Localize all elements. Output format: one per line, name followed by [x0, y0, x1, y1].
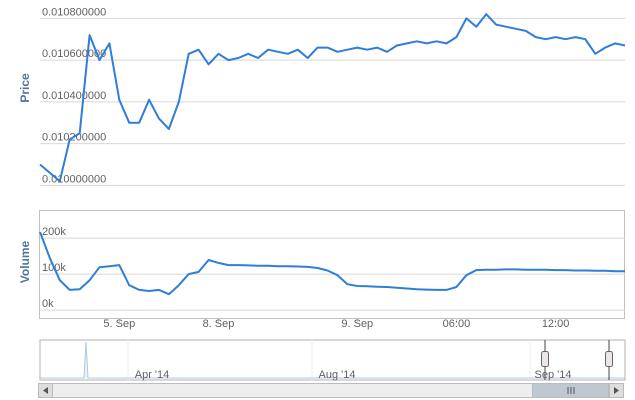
- x-tick-label: 9. Sep: [341, 318, 373, 330]
- navigator-series: [40, 341, 625, 379]
- y-tick-label: 200k: [42, 226, 66, 238]
- navigator-handle[interactable]: [541, 351, 549, 367]
- price-line: [39, 231, 625, 296]
- navigator-label: Aug '14: [319, 369, 356, 381]
- y-tick-label: 0k: [42, 298, 54, 310]
- price-line: [39, 13, 626, 183]
- navigator-label: Sep '14: [535, 369, 572, 381]
- y-tick-label: 0.010800000: [42, 6, 106, 18]
- scroll-right-arrow: [614, 387, 619, 394]
- x-tick-label: 8. Sep: [203, 318, 235, 330]
- volume-frame: [39, 210, 625, 319]
- price-axis-title: Price: [18, 73, 32, 103]
- scrollbar-grip: [567, 387, 575, 394]
- volume-axis-title: Volume: [18, 240, 32, 283]
- y-tick-label: 0.010000000: [42, 173, 106, 185]
- x-tick-label: 12:00: [542, 318, 570, 330]
- x-tick-label: 5. Sep: [103, 318, 135, 330]
- navigator-mask: [40, 340, 545, 380]
- navigator-handle[interactable]: [605, 351, 613, 367]
- y-tick-label: 0.010400000: [42, 90, 106, 102]
- scroll-left-arrow: [43, 387, 48, 394]
- navigator-label: Apr '14: [135, 369, 170, 381]
- y-tick-label: 0.010600000: [42, 48, 106, 60]
- x-tick-label: 06:00: [443, 318, 471, 330]
- navigator[interactable]: [39, 339, 626, 381]
